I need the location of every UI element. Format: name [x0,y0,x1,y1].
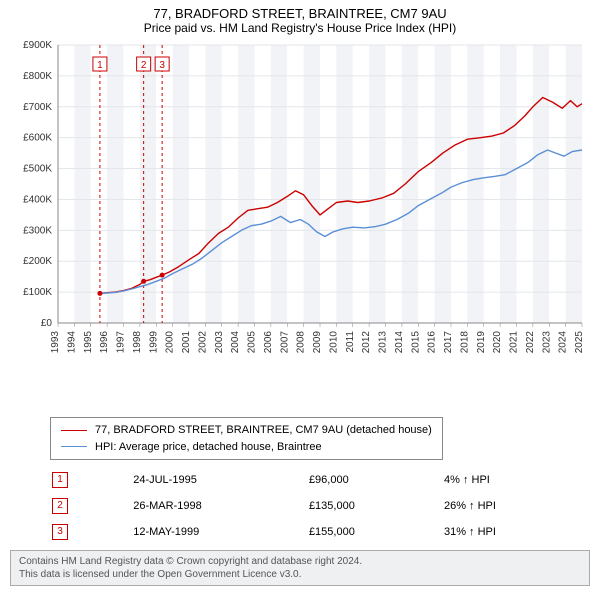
svg-text:2008: 2008 [296,331,307,354]
sale-row: 2 26-MAR-1998£135,00026% ↑ HPI [52,494,588,518]
sale-number-box: 1 [52,472,68,488]
sale-number-box: 3 [52,524,68,540]
svg-text:2002: 2002 [197,331,208,354]
sale-date: 12-MAY-1999 [133,520,307,544]
chart-title: 77, BRADFORD STREET, BRAINTREE, CM7 9AU [10,6,590,21]
svg-text:1996: 1996 [99,331,110,354]
sale-pct: 26% ↑ HPI [444,494,588,518]
chart-container: 77, BRADFORD STREET, BRAINTREE, CM7 9AU … [0,0,600,590]
svg-text:2023: 2023 [541,331,552,354]
sale-pct: 4% ↑ HPI [444,468,588,492]
svg-text:£0: £0 [41,318,53,329]
footer-attribution: Contains HM Land Registry data © Crown c… [10,550,590,586]
svg-text:1994: 1994 [66,331,77,354]
sale-price: £155,000 [309,520,442,544]
legend-item: 77, BRADFORD STREET, BRAINTREE, CM7 9AU … [61,422,432,439]
svg-text:2012: 2012 [361,331,372,354]
footer-line-2: This data is licensed under the Open Gov… [19,568,581,581]
legend-swatch [61,446,87,447]
svg-text:2004: 2004 [230,331,241,354]
svg-text:£100K: £100K [23,287,52,298]
svg-text:2016: 2016 [427,331,438,354]
svg-text:2014: 2014 [394,331,405,354]
footer-line-1: Contains HM Land Registry data © Crown c… [19,555,581,568]
svg-text:2001: 2001 [181,331,192,354]
svg-text:£700K: £700K [23,102,52,113]
legend: 77, BRADFORD STREET, BRAINTREE, CM7 9AU … [50,417,443,460]
svg-text:£800K: £800K [23,71,52,82]
svg-text:£400K: £400K [23,194,52,205]
svg-text:2024: 2024 [558,331,569,354]
svg-text:1: 1 [97,60,103,71]
sale-price: £96,000 [309,468,442,492]
sale-row: 3 12-MAY-1999£155,00031% ↑ HPI [52,520,588,544]
legend-swatch [61,430,87,431]
svg-text:2022: 2022 [525,331,536,354]
svg-text:2021: 2021 [509,331,520,354]
legend-label: HPI: Average price, detached house, Brai… [95,439,322,456]
svg-text:3: 3 [159,60,165,71]
chart-svg: £0 £100K £200K £300K £400K £500K £600K £700K £80… [10,39,590,369]
svg-text:2010: 2010 [328,331,339,354]
sale-pct: 31% ↑ HPI [444,520,588,544]
svg-text:2015: 2015 [410,331,421,354]
sale-date: 24-JUL-1995 [133,468,307,492]
svg-text:2007: 2007 [279,331,290,354]
svg-text:2009: 2009 [312,331,323,354]
sale-number-box: 2 [52,498,68,514]
sale-row: 1 24-JUL-1995£96,0004% ↑ HPI [52,468,588,492]
svg-text:£500K: £500K [23,164,52,175]
svg-text:1995: 1995 [83,331,94,354]
chart-subtitle: Price paid vs. HM Land Registry's House … [10,21,590,35]
svg-text:2: 2 [141,60,147,71]
svg-text:2013: 2013 [378,331,389,354]
svg-text:£200K: £200K [23,256,52,267]
svg-text:2018: 2018 [459,331,470,354]
svg-text:1998: 1998 [132,331,143,354]
svg-text:2017: 2017 [443,331,454,354]
sale-price: £135,000 [309,494,442,518]
legend-label: 77, BRADFORD STREET, BRAINTREE, CM7 9AU … [95,422,432,439]
svg-text:£600K: £600K [23,133,52,144]
svg-text:2003: 2003 [214,331,225,354]
sales-table: 1 24-JUL-1995£96,0004% ↑ HPI 2 26-MAR-1998£… [50,466,590,546]
svg-text:2020: 2020 [492,331,503,354]
svg-text:2011: 2011 [345,331,356,353]
chart-plot: £0 £100K £200K £300K £400K £500K £600K £700K £80… [10,39,590,411]
svg-text:1999: 1999 [148,331,159,354]
svg-text:1997: 1997 [116,331,127,354]
svg-text:2000: 2000 [165,331,176,354]
svg-text:2025: 2025 [574,331,585,354]
svg-text:2005: 2005 [247,331,258,354]
svg-text:2019: 2019 [476,331,487,354]
svg-text:1993: 1993 [50,331,61,354]
svg-text:£900K: £900K [23,40,52,51]
svg-text:2006: 2006 [263,331,274,354]
sale-date: 26-MAR-1998 [133,494,307,518]
svg-text:£300K: £300K [23,225,52,236]
legend-item: HPI: Average price, detached house, Brai… [61,439,432,456]
